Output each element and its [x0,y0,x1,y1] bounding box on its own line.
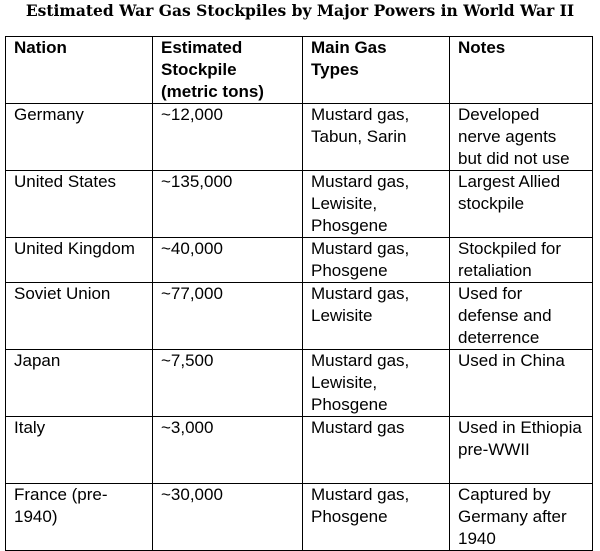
table-cell: Used for defense and deterrence [449,282,593,350]
table-cell: ~40,000 [152,237,303,283]
table-cell: Mustard gas, Lewisite, Phosgene [302,170,450,238]
table-cell: Mustard gas [302,416,450,484]
table-cell: Mustard gas, Tabun, Sarin [302,103,450,171]
header-cell: Estimated Stockpile (metric tons) [152,36,303,104]
table-cell: Developed nerve agents but did not use [449,103,593,171]
header-cell: Notes [449,36,593,104]
table-row: Japan ~7,500 Mustard gas, Lewisite, Phosge… [5,349,593,417]
stockpile-table: Nation Estimated Stockpile (metric tons) M… [5,36,593,551]
table-cell: ~12,000 [152,103,303,171]
table-row: United States ~135,000 Mustard gas, Lewisi… [5,170,593,238]
table-cell: ~3,000 [152,416,303,484]
table-row: Germany ~12,000 Mustard gas, Tabun, Sarin D… [5,103,593,171]
table-cell: ~30,000 [152,483,303,551]
table-cell: Japan [5,349,153,417]
table-row: Italy ~3,000 Mustard gas Used in Ethiopia p… [5,416,593,484]
header-cell: Main Gas Types [302,36,450,104]
table-cell: Largest Allied stockpile [449,170,593,238]
table-cell: Mustard gas, Lewisite [302,282,450,350]
table-cell: Germany [5,103,153,171]
table-body: Germany ~12,000 Mustard gas, Tabun, Sarin D… [5,103,593,551]
table-cell: Captured by Germany after 1940 [449,483,593,551]
table-cell: Soviet Union [5,282,153,350]
header-row: Nation Estimated Stockpile (metric tons) M… [5,36,593,104]
table-cell: ~77,000 [152,282,303,350]
table-row: United Kingdom ~40,000 Mustard gas, Phosge… [5,237,593,283]
table-row: France (pre-1940) ~30,000 Mustard gas, Pho… [5,483,593,551]
table-cell: ~135,000 [152,170,303,238]
table-cell: Used in China [449,349,593,417]
table-cell: United States [5,170,153,238]
table-cell: Mustard gas, Phosgene [302,237,450,283]
table-cell: United Kingdom [5,237,153,283]
table-cell: France (pre-1940) [5,483,153,551]
table-cell: Mustard gas, Lewisite, Phosgene [302,349,450,417]
table-row: Soviet Union ~77,000 Mustard gas, Lewisite… [5,282,593,350]
table-header: Nation Estimated Stockpile (metric tons) M… [5,36,593,104]
table-cell: ~7,500 [152,349,303,417]
header-cell: Nation [5,36,153,104]
title: Estimated War Gas Stockpiles by Major Po… [25,1,575,20]
table-cell: Italy [5,416,153,484]
table-cell: Mustard gas, Phosgene [302,483,450,551]
table-cell: Stockpiled for retaliation [449,237,593,283]
table-cell: Used in Ethiopia pre-WWII [449,416,593,484]
